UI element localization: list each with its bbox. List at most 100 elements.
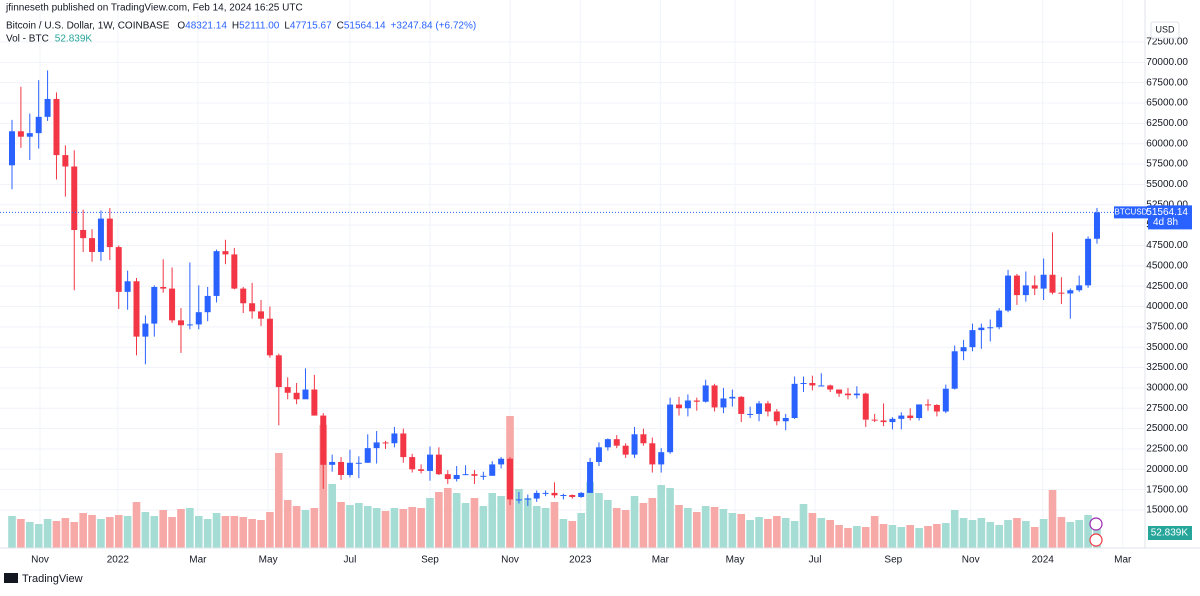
candle-body <box>1031 285 1038 289</box>
volume-bar <box>648 498 657 548</box>
candle-body <box>97 218 104 252</box>
candle-body <box>862 393 869 420</box>
volume-bar <box>550 502 559 548</box>
y-tick-label: 15000.00 <box>1146 505 1188 516</box>
candle-body <box>631 434 638 455</box>
footer: TradingView <box>22 573 83 585</box>
candle-body <box>524 498 531 500</box>
candle-body <box>560 495 567 497</box>
candle-body <box>80 229 87 239</box>
x-tick-label: Nov <box>501 555 519 566</box>
candle-body <box>35 116 42 134</box>
candle-body <box>382 442 389 444</box>
candle-body <box>978 327 985 331</box>
candle-body <box>1040 274 1047 289</box>
candle-body <box>222 251 229 255</box>
volume-bar <box>1013 518 1021 548</box>
volume-bar <box>790 521 799 548</box>
x-tick-label: Mar <box>189 555 207 566</box>
candle-body <box>720 398 727 408</box>
x-tick-label: Nov <box>31 555 49 566</box>
candle-body <box>933 404 940 412</box>
y-tick-label: 32500.00 <box>1146 362 1188 373</box>
volume-bar <box>844 528 852 548</box>
price-tag-name: BTCUSD <box>1115 207 1148 216</box>
candle-body <box>533 492 540 499</box>
volume-bar <box>532 506 541 548</box>
volume-bar <box>577 513 585 548</box>
volume-bar <box>941 523 950 548</box>
volume-bar <box>123 516 132 548</box>
volume-bar <box>515 489 523 548</box>
volume-bar <box>381 511 390 548</box>
candle-body <box>773 411 780 422</box>
candle-body <box>364 448 371 463</box>
volume-bar <box>399 509 408 548</box>
candle-body <box>658 452 665 465</box>
price-pane <box>0 70 1145 506</box>
candle-body <box>578 492 585 497</box>
candle-body <box>26 133 33 137</box>
candle-body <box>711 385 718 408</box>
volume-bar <box>1057 517 1066 548</box>
volume-bar <box>1075 520 1083 548</box>
volume-bar <box>986 522 995 548</box>
ohlc-prefix: O <box>177 21 185 32</box>
volume-bar <box>621 510 630 548</box>
volume-bar <box>363 506 372 548</box>
volume-bar <box>194 516 203 548</box>
volume-bar <box>861 527 870 548</box>
volume-bar <box>461 503 470 548</box>
candle-body <box>684 400 691 409</box>
candle-body <box>1049 274 1056 293</box>
event-icon[interactable] <box>1089 517 1103 531</box>
volume-bar <box>1022 521 1030 548</box>
candle-body <box>373 442 380 449</box>
candle-body <box>604 439 611 448</box>
candle-body <box>747 413 754 415</box>
event-icon[interactable] <box>1089 533 1103 547</box>
candle-body <box>1005 275 1012 311</box>
candle-body <box>675 404 682 409</box>
volume-bar <box>781 518 790 548</box>
candle-body <box>275 355 282 388</box>
candle-body <box>186 324 193 326</box>
candle-body <box>960 347 967 352</box>
candle-body <box>391 433 398 444</box>
published-note: jfinneseth published on TradingView.com,… <box>5 3 303 14</box>
volume-bar <box>853 526 861 548</box>
candle-body <box>595 447 602 462</box>
candle-body <box>426 454 433 471</box>
volume-legend-value: 52.839K <box>55 34 93 45</box>
candle-body <box>871 419 878 421</box>
volume-bar <box>977 518 986 548</box>
volume-tag-value: 52.839K <box>1151 528 1189 539</box>
candle-body <box>462 474 469 476</box>
ohlc-prefix: H <box>232 21 239 32</box>
volume-title: Vol - BTC <box>6 34 49 45</box>
candle-body <box>898 415 905 419</box>
y-tick-label: 42500.00 <box>1146 281 1188 292</box>
candle-body <box>942 388 949 412</box>
candle-body <box>844 393 851 396</box>
currency-box[interactable] <box>1150 21 1180 39</box>
volume-bar <box>870 516 879 548</box>
y-tick-label: 62500.00 <box>1146 118 1188 129</box>
candle-body <box>355 462 362 464</box>
volume-bar <box>452 493 461 548</box>
volume-bar <box>390 508 399 548</box>
volume-bar <box>355 503 363 548</box>
volume-bar <box>408 507 416 548</box>
volume-bar <box>230 516 239 548</box>
candle-body <box>302 389 309 400</box>
volume-bar <box>203 519 212 548</box>
candle-body <box>996 310 1003 328</box>
volume-bar <box>417 508 425 548</box>
volume-bar <box>604 500 612 548</box>
volume-bar <box>968 520 977 548</box>
logo-mark <box>4 573 18 583</box>
candle-body <box>907 415 914 419</box>
volume-bar <box>666 488 674 548</box>
volume-bar <box>88 515 96 548</box>
price-tag-name-box <box>1114 206 1148 219</box>
